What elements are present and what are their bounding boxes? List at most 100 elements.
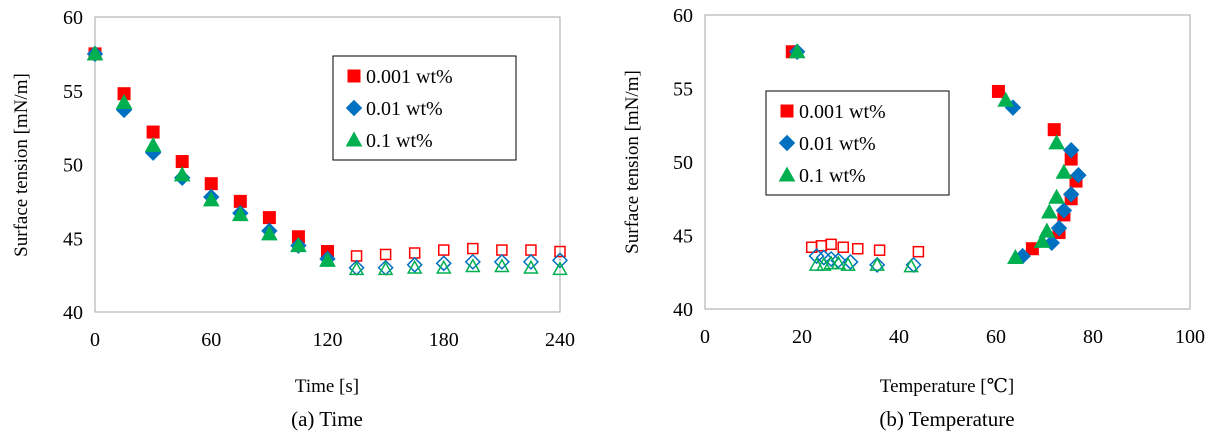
data-point bbox=[852, 242, 864, 255]
data-point bbox=[467, 242, 479, 255]
y-tick-label: 45 bbox=[673, 226, 693, 248]
data-point bbox=[1033, 232, 1051, 248]
data-point bbox=[435, 259, 452, 274]
data-point bbox=[1062, 142, 1080, 159]
y-tick-label: 50 bbox=[63, 155, 83, 177]
legend-box bbox=[332, 55, 517, 161]
data-point bbox=[903, 258, 919, 273]
x-tick-label: 60 bbox=[986, 326, 1006, 348]
data-point bbox=[173, 166, 191, 182]
plot-frame bbox=[94, 16, 561, 313]
data-point bbox=[1048, 134, 1065, 150]
data-point bbox=[146, 125, 160, 139]
legend-marker bbox=[778, 134, 796, 152]
panel-a-time: 40 45 50 55 60 0 60 120 180 240 Surface tension … bbox=[11, 7, 575, 431]
data-point bbox=[873, 244, 886, 256]
data-point bbox=[496, 244, 508, 256]
data-point bbox=[406, 259, 423, 274]
y-tick-labels: 40 45 50 55 60 bbox=[673, 5, 693, 321]
data-point bbox=[464, 253, 481, 270]
x-tick-label: 120 bbox=[313, 329, 343, 351]
data-point bbox=[290, 237, 307, 253]
legend-marker bbox=[345, 99, 363, 117]
legend: 0.001 wt% 0.01 wt% 0.1 wt% bbox=[765, 90, 950, 196]
y-tick-label: 50 bbox=[673, 152, 693, 174]
legend: 0.001 wt% 0.01 wt% 0.1 wt% bbox=[332, 55, 517, 161]
legend-items: 0.001 wt% 0.01 wt% 0.1 wt% bbox=[345, 66, 453, 152]
data-point bbox=[406, 256, 423, 273]
data-point bbox=[1007, 249, 1024, 265]
legend-label: 0.001 wt% bbox=[366, 66, 453, 88]
data-point bbox=[842, 253, 859, 271]
data-point bbox=[869, 256, 886, 273]
data-point bbox=[1048, 188, 1065, 204]
data-point bbox=[494, 258, 510, 273]
data-point bbox=[869, 256, 885, 271]
data-point bbox=[1055, 163, 1073, 179]
data-point bbox=[525, 244, 537, 256]
x-axis-label: Time [s] bbox=[295, 376, 359, 397]
legend-items: 0.001 wt% 0.01 wt% 0.1 wt% bbox=[778, 101, 886, 187]
x-axis-label: Temperature [℃] bbox=[880, 376, 1014, 397]
data-point bbox=[1062, 186, 1080, 203]
data-points bbox=[86, 45, 569, 276]
data-point bbox=[493, 253, 510, 270]
legend-marker bbox=[778, 166, 796, 182]
legend-marker bbox=[347, 69, 361, 83]
data-point bbox=[551, 252, 569, 269]
data-point bbox=[262, 211, 276, 225]
x-tick-label: 60 bbox=[201, 329, 221, 351]
data-point bbox=[552, 261, 568, 276]
data-point bbox=[261, 225, 278, 241]
legend-label: 0.1 wt% bbox=[366, 130, 433, 152]
data-point bbox=[840, 256, 856, 271]
y-tick-label: 40 bbox=[63, 302, 83, 324]
data-point bbox=[465, 258, 481, 273]
data-point bbox=[377, 261, 394, 276]
data-point bbox=[523, 259, 539, 274]
data-points bbox=[785, 43, 1087, 273]
data-point bbox=[1041, 203, 1058, 219]
data-point bbox=[435, 255, 452, 272]
x-tick-labels: 0 60 120 180 240 bbox=[90, 329, 575, 351]
data-point bbox=[350, 250, 363, 262]
legend-marker bbox=[345, 131, 363, 147]
legend-box bbox=[765, 90, 950, 196]
data-point bbox=[815, 240, 828, 252]
panel-b-temperature: 40 45 50 55 60 0 20 40 60 80 100 Surface tension … bbox=[622, 5, 1205, 431]
panel-caption: (b) Temperature bbox=[879, 407, 1014, 431]
data-point bbox=[175, 155, 189, 169]
legend-label: 0.001 wt% bbox=[799, 101, 886, 123]
data-point bbox=[231, 206, 249, 222]
legend-label: 0.1 wt% bbox=[799, 165, 866, 187]
y-tick-label: 55 bbox=[63, 81, 83, 103]
x-tick-label: 20 bbox=[792, 326, 812, 348]
data-point bbox=[837, 241, 849, 254]
data-point bbox=[348, 261, 365, 276]
y-tick-label: 60 bbox=[673, 5, 693, 27]
x-tick-label: 0 bbox=[700, 326, 710, 348]
data-point bbox=[830, 252, 847, 269]
data-point bbox=[1070, 167, 1087, 184]
data-point bbox=[86, 45, 104, 61]
data-point bbox=[1038, 222, 1056, 238]
data-point bbox=[1047, 123, 1061, 137]
data-point bbox=[830, 255, 847, 270]
x-tick-label: 40 bbox=[889, 326, 909, 348]
data-point bbox=[202, 191, 220, 207]
data-point bbox=[438, 244, 450, 256]
data-point bbox=[788, 43, 806, 59]
data-point bbox=[408, 247, 421, 259]
data-point bbox=[115, 94, 133, 110]
y-tick-label: 55 bbox=[673, 79, 693, 101]
legend-marker bbox=[780, 104, 794, 118]
x-tick-label: 180 bbox=[429, 329, 459, 351]
y-axis-label: Surface tension [mN/m] bbox=[622, 70, 643, 254]
x-tick-label: 100 bbox=[1175, 326, 1205, 348]
x-tick-label: 0 bbox=[90, 329, 100, 351]
legend-label: 0.01 wt% bbox=[366, 98, 443, 120]
y-axis-label: Surface tension [mN/m] bbox=[11, 73, 32, 257]
y-tick-label: 60 bbox=[63, 7, 83, 29]
data-point bbox=[991, 84, 1005, 98]
data-point bbox=[204, 177, 218, 191]
